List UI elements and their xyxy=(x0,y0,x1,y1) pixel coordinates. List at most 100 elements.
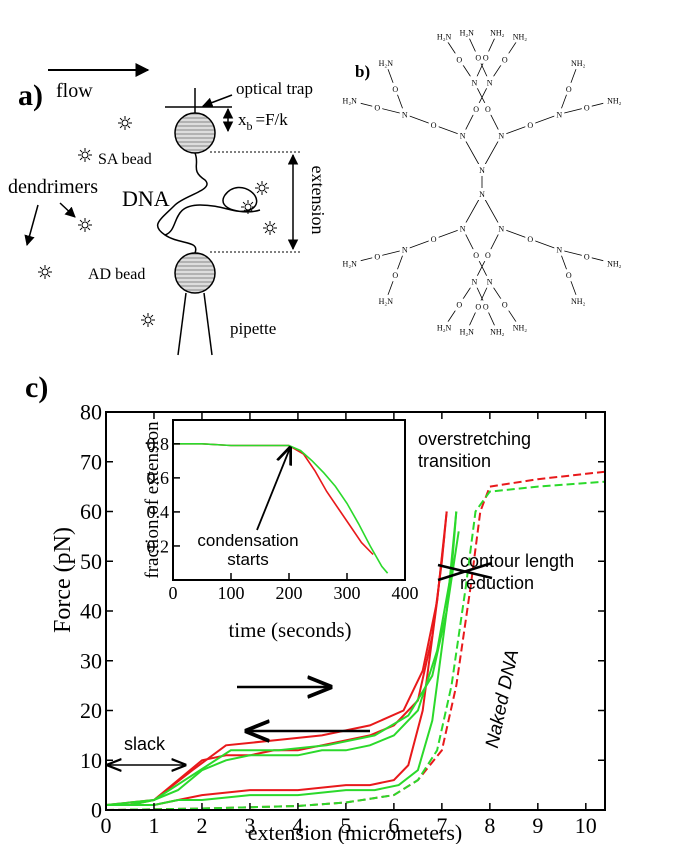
atom-o: O xyxy=(483,53,489,62)
atom-bg xyxy=(428,233,439,246)
panel-label: b) xyxy=(355,62,370,81)
atom-bg xyxy=(390,82,401,95)
atom-n: N xyxy=(460,224,466,233)
atom-bg xyxy=(484,76,495,89)
atom-bg xyxy=(563,82,574,95)
y-tick-label: 60 xyxy=(80,499,102,524)
annotation: reduction xyxy=(460,573,534,593)
atom-o: O xyxy=(392,271,398,280)
dendrimer-icon xyxy=(78,218,92,232)
icon-ray xyxy=(127,117,131,121)
atom-bg xyxy=(338,257,361,270)
x-symbol: x xyxy=(238,110,247,129)
icon-ray xyxy=(47,274,51,278)
amine-label: NH₂ xyxy=(607,97,622,106)
atom-o: O xyxy=(475,303,481,312)
atom-n: N xyxy=(498,132,504,141)
atom-bg xyxy=(471,249,482,262)
icon-ray xyxy=(119,125,123,129)
atom-bg xyxy=(457,222,468,235)
atom-bg xyxy=(508,321,531,334)
x-tick-label: 0 xyxy=(101,813,112,838)
x-tick-label: 6 xyxy=(388,813,399,838)
inset-x-title: time (seconds) xyxy=(228,618,351,642)
atom-o: O xyxy=(475,53,481,62)
x-subscript: b xyxy=(247,119,253,133)
dendrimer-icon xyxy=(118,116,132,130)
icon-ray xyxy=(256,182,260,186)
icon-ray xyxy=(142,314,146,318)
icon-core xyxy=(244,203,252,211)
x-tick-label: 100 xyxy=(218,583,245,603)
icon-ray xyxy=(242,209,246,213)
atom-bg xyxy=(372,250,383,263)
icon-ray xyxy=(79,219,83,223)
pipette xyxy=(177,292,187,356)
dendrimer-icon xyxy=(241,200,255,214)
y-tick-label: 70 xyxy=(80,449,102,474)
atom-n: N xyxy=(498,224,504,233)
atom-bg xyxy=(603,94,626,107)
sa-bead xyxy=(174,112,216,154)
atom-n: N xyxy=(487,78,493,87)
amine-label: H₂N xyxy=(437,324,452,333)
atom-bg xyxy=(455,325,478,338)
x-tick-label: 1 xyxy=(148,813,159,838)
atom-n: N xyxy=(487,278,493,287)
atom-bg xyxy=(477,164,487,176)
arrow xyxy=(256,448,290,531)
icon-ray xyxy=(39,274,43,278)
dendrimer-icon xyxy=(263,221,277,235)
atom-bg xyxy=(482,249,493,262)
x-tick-label: 3 xyxy=(244,813,255,838)
amine-label: NH₂ xyxy=(513,324,528,333)
y-tick-label: 0 xyxy=(91,798,102,823)
dna-strand xyxy=(156,152,261,254)
atom-bg xyxy=(374,57,397,70)
data-line xyxy=(105,480,606,811)
amine-label: H₂N xyxy=(460,327,475,336)
icon-ray xyxy=(256,190,260,194)
atom-bg xyxy=(399,108,410,121)
flow-label: flow xyxy=(56,80,93,102)
icon-ray xyxy=(79,157,83,161)
amine-label: NH₂ xyxy=(513,32,528,41)
x-tick-label: 0 xyxy=(169,583,178,603)
atom-o: O xyxy=(431,235,437,244)
icon-core xyxy=(266,224,274,232)
icon-ray xyxy=(264,222,268,226)
atom-n: N xyxy=(479,166,485,175)
atom-bg xyxy=(486,26,509,39)
dna-label: DNA xyxy=(122,186,170,211)
atom-n: N xyxy=(471,78,477,87)
inset-y-title: fraction of extension xyxy=(142,421,163,579)
force-ratio: =F/k xyxy=(256,110,289,129)
dendrimer-icon xyxy=(141,313,155,327)
icon-ray xyxy=(264,230,268,234)
amine-label: H₂N xyxy=(379,59,394,68)
icon-ray xyxy=(79,227,83,231)
y-tick-label: 50 xyxy=(80,549,102,574)
atom-bg xyxy=(563,269,574,282)
icon-ray xyxy=(87,219,91,223)
icon-ray xyxy=(272,230,276,234)
icon-ray xyxy=(87,157,91,161)
dendrimer-icon xyxy=(38,265,52,279)
pipette-label: pipette xyxy=(230,319,276,338)
panel-label: a) xyxy=(18,79,43,112)
icon-core xyxy=(144,316,152,324)
y-tick-label: 0.8 xyxy=(147,434,170,454)
sa-bead-label: SA bead xyxy=(98,151,152,168)
atom-bg xyxy=(486,325,509,338)
amine-label: H₂N xyxy=(343,259,358,268)
atom-bg xyxy=(473,300,484,313)
icon-ray xyxy=(142,322,146,326)
icon-core xyxy=(81,151,89,159)
atom-bg xyxy=(567,294,590,307)
atom-n: N xyxy=(460,132,466,141)
atom-bg xyxy=(496,222,507,235)
y-tick-label: 30 xyxy=(80,648,102,673)
atom-bg xyxy=(508,30,531,43)
